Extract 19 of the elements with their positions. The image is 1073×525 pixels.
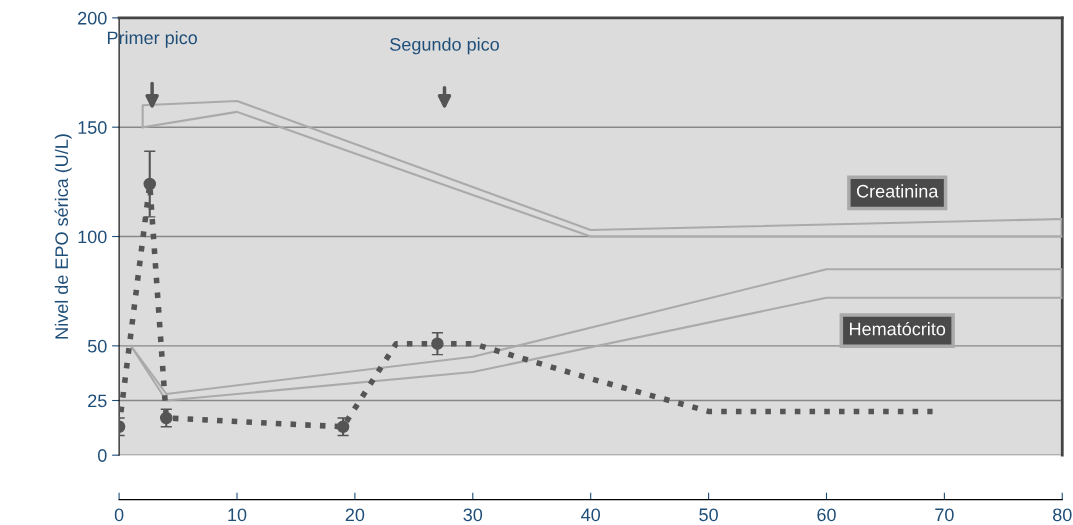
x-tick-label: 50 — [699, 508, 718, 522]
y-tick-label: 50 — [87, 339, 107, 353]
text: Hematócrito — [850, 321, 946, 336]
annotation: Segundo pico — [390, 37, 499, 55]
x-tick-label: 70 — [935, 508, 954, 522]
x-tick-label: 40 — [581, 508, 601, 522]
series-label: Creatinina — [856, 184, 939, 198]
y-tick-label: 150 — [78, 121, 107, 134]
x-tick-label: 10 — [228, 508, 247, 522]
y-tick-label: 0 — [97, 449, 107, 462]
x-tick-label: 30 — [463, 508, 483, 522]
y-tick-label: 25 — [88, 394, 107, 408]
x-tick-label: 0 — [114, 508, 124, 522]
y-axis-title: Nivel de EPO sérica (U/L) — [54, 134, 72, 339]
x-tick-label: 60 — [817, 508, 836, 522]
x-tick-label: 80 — [1053, 508, 1072, 522]
y-tick-label: 100 — [78, 230, 107, 244]
x-tick-label: 20 — [345, 508, 365, 522]
y-tick-label: 200 — [78, 11, 107, 25]
